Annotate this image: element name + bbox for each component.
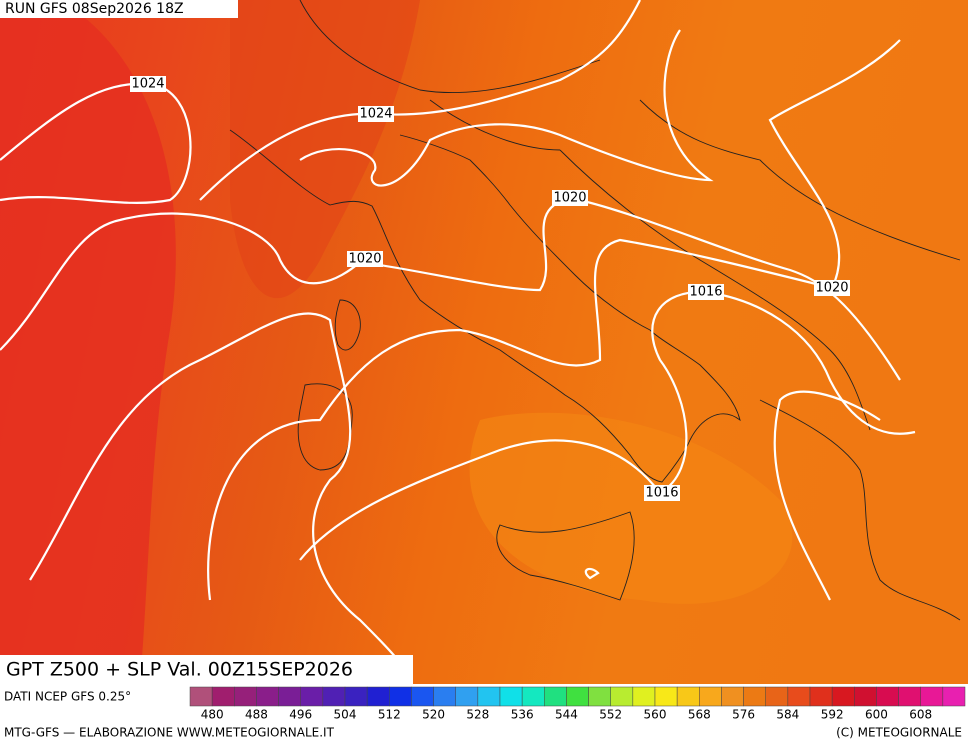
- colorbar-swatch: [743, 686, 766, 707]
- source-label: DATI NCEP GFS 0.25°: [4, 690, 131, 704]
- colorbar-swatch: [521, 686, 545, 707]
- colorbar-swatch: [876, 686, 899, 707]
- isobar-label-box: [688, 284, 724, 300]
- isobar-label-box: [130, 76, 166, 92]
- isobar-label-box: [814, 280, 850, 296]
- colorbar-tick-label: 528: [466, 708, 489, 722]
- colorbar-swatch: [300, 686, 324, 707]
- credit-right: (C) METEOGIORNALE: [836, 726, 962, 740]
- run-box: [0, 0, 238, 18]
- colorbar-swatch: [610, 686, 634, 707]
- colorbar-swatch: [278, 686, 301, 707]
- colorbar-swatch: [787, 686, 811, 707]
- isobar-label: 1020: [815, 281, 848, 296]
- map-title: GPT Z500 + SLP Val. 00Z15SEP2026: [6, 659, 353, 681]
- colorbar-swatch: [942, 686, 966, 707]
- colorbar-tick-label: 512: [378, 708, 401, 722]
- colorbar-tick-label: 592: [821, 708, 844, 722]
- colorbar-tick-label: 536: [511, 708, 534, 722]
- colorbar-swatch: [699, 686, 722, 707]
- height-field: [0, 0, 176, 684]
- colorbar-tick-label: 520: [422, 708, 445, 722]
- isobar-label: 1020: [553, 191, 586, 206]
- colorbar-swatch: [676, 686, 700, 707]
- colorbar-swatch: [455, 686, 479, 707]
- isobar-label: 1024: [131, 77, 164, 92]
- colorbar-tick-label: 544: [555, 708, 578, 722]
- colorbar-swatch: [433, 686, 456, 707]
- isobar-label-box: [552, 190, 588, 206]
- coastlines: [229, 0, 961, 621]
- colorbar-tick-label: 568: [688, 708, 711, 722]
- colorbar-swatch: [366, 686, 390, 707]
- colorbar-swatch: [588, 686, 611, 707]
- isobar-label-box: [644, 485, 680, 501]
- title-box: [0, 655, 413, 684]
- colorbar-swatch: [499, 686, 523, 707]
- colorbar-swatch: [920, 686, 944, 707]
- colorbar-swatch: [344, 686, 368, 707]
- colorbar-swatch: [566, 686, 589, 707]
- isobar-label: 1020: [348, 252, 381, 267]
- colorbar-swatch: [854, 686, 877, 707]
- colorbar-swatch: [322, 686, 346, 707]
- colorbar-tick-label: 576: [732, 708, 755, 722]
- credit-left: MTG-GFS — ELABORAZIONE WWW.METEOGIORNALE…: [4, 726, 335, 740]
- colorbar-tick-label: 552: [599, 708, 622, 722]
- colorbar-swatch: [831, 686, 855, 707]
- colorbar-tick-label: 488: [245, 708, 268, 722]
- height-field: [230, 0, 420, 299]
- isobars: [0, 0, 915, 684]
- colorbar-tick-label: 504: [334, 708, 357, 722]
- isobar-label: 1024: [359, 107, 392, 122]
- colorbar-tick-label: 608: [909, 708, 932, 722]
- height-field: [469, 412, 793, 604]
- colorbar-swatch: [809, 686, 833, 707]
- isobar-label-box: [358, 106, 394, 122]
- colorbar-tick-label: 600: [865, 708, 888, 722]
- isobar-label: 1016: [689, 285, 722, 300]
- colorbar-swatch: [765, 686, 789, 707]
- colorbar-swatch: [477, 686, 501, 707]
- colorbar-swatch: [256, 686, 279, 707]
- colorbar-tick-label: 480: [201, 708, 224, 722]
- colorbar-swatch: [632, 686, 656, 707]
- colorbar-swatch: [234, 686, 257, 707]
- colorbar-swatch: [389, 686, 412, 707]
- colorbar-swatch: [411, 686, 434, 707]
- colorbar-swatch: [898, 686, 921, 707]
- isobar-label: 1016: [645, 486, 678, 501]
- colorbar-swatch: [654, 686, 678, 707]
- run-label: RUN GFS 08Sep2026 18Z: [5, 1, 184, 17]
- colorbar-swatch: [544, 686, 567, 707]
- colorbar-tick-label: 584: [776, 708, 799, 722]
- colorbar-swatch: [721, 686, 744, 707]
- colorbar-tick-label: 560: [644, 708, 667, 722]
- isobar-label-box: [347, 251, 383, 267]
- colorbar-swatch: [189, 686, 213, 707]
- colorbar-swatch: [211, 686, 235, 707]
- colorbar-tick-label: 496: [289, 708, 312, 722]
